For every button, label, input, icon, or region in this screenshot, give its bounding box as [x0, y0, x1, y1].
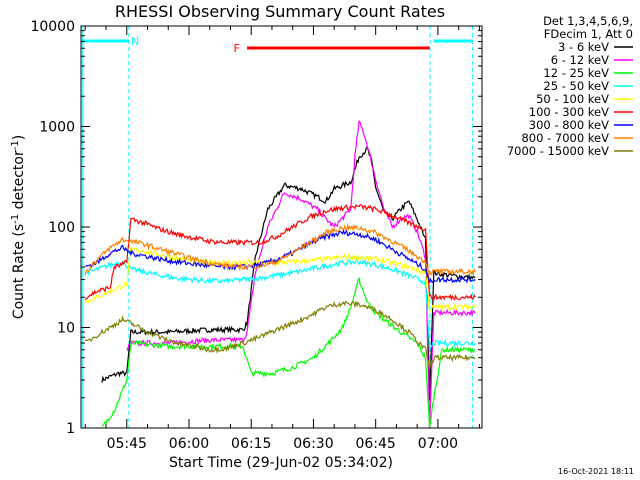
chart-title: RHESSI Observing Summary Count Rates: [115, 2, 445, 21]
x-tick-label: 06:15: [231, 436, 271, 452]
y-tick-label: 1000: [39, 120, 75, 136]
series-line-4: [84, 246, 476, 312]
series-line-7: [84, 223, 476, 277]
y-tick-label: 100: [48, 220, 75, 236]
legend-label: 7000 - 15000 keV: [507, 144, 609, 158]
y-tick-label: 1: [66, 421, 75, 437]
series-line-3: [84, 259, 476, 351]
y-tick-label: 10: [57, 321, 75, 337]
legend-label: 12 - 25 keV: [543, 66, 609, 80]
legend-label: 3 - 6 keV: [558, 40, 609, 54]
flag-bars: NF: [81, 35, 473, 55]
legend: Det 1,3,4,5,6,9, FDecim 1, Att 0 3 - 6 k…: [507, 14, 633, 158]
series-line-5: [84, 203, 476, 301]
x-tick-label: 06:00: [169, 436, 209, 452]
series-line-0: [101, 146, 476, 401]
y-axis-label: Count Rate (s-1 detector-1): [10, 135, 27, 319]
flag-label-F: F: [234, 42, 240, 55]
series-line-2: [101, 277, 476, 427]
x-tick-label: 05:45: [107, 436, 147, 452]
legend-label: 100 - 300 keV: [529, 105, 609, 119]
x-axis-label: Start Time (29-Jun-02 05:34:02): [169, 455, 393, 471]
y-tick-label: 10000: [30, 19, 75, 35]
legend-label: 6 - 12 keV: [551, 53, 609, 67]
legend-label: 300 - 800 keV: [529, 118, 609, 132]
series-line-1: [126, 119, 476, 429]
series-lines: [84, 119, 476, 429]
x-tick-label: 06:30: [293, 436, 333, 452]
legend-label: 25 - 50 keV: [543, 79, 609, 93]
flag-label-N: N: [131, 35, 139, 48]
series-line-8: [84, 300, 476, 369]
y-axis-ticks: 1 10 100 1000 10000: [30, 19, 482, 437]
legend-header-2: FDecim 1, Att 0: [544, 27, 633, 41]
legend-label: 800 - 7000 keV: [521, 131, 609, 145]
legend-header-1: Det 1,3,4,5,6,9,: [543, 14, 633, 28]
legend-label: 50 - 100 keV: [536, 92, 609, 106]
timestamp: 16-Oct-2021 18:11: [558, 467, 634, 476]
plot-frame: [80, 25, 483, 429]
x-tick-label: 06:45: [355, 436, 395, 452]
x-axis-ticks: 05:45 06:00 06:15 06:30 06:45 07:00: [84, 26, 480, 452]
x-tick-label: 07:00: [418, 436, 458, 452]
